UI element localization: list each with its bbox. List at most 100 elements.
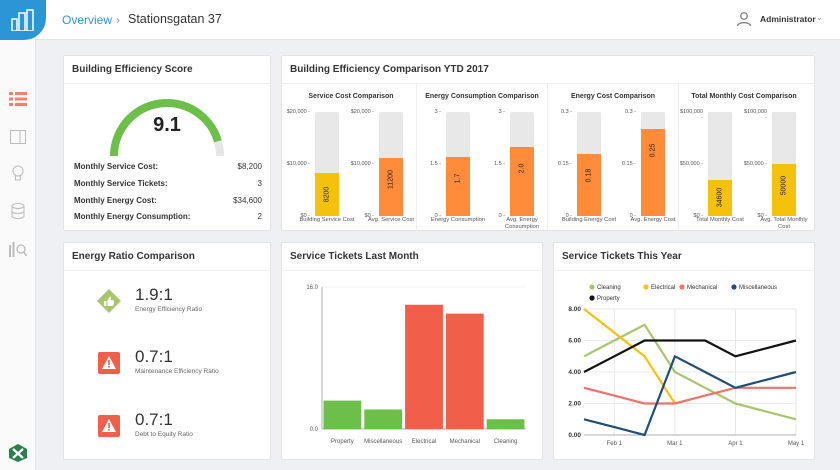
user-menu-name[interactable]: Administrator	[760, 14, 816, 24]
axis-tick-label: 1.5 -	[429, 161, 441, 167]
axis-tick-label: $20,000 -	[350, 109, 374, 115]
series-line[interactable]	[583, 308, 676, 405]
thumbs-up-icon	[97, 289, 121, 313]
app-logo[interactable]	[0, 0, 46, 40]
stat-label: Monthly Service Cost:	[74, 162, 159, 171]
axis-tick-label: 3 -	[498, 109, 505, 115]
axis-tick-label: 0 -	[498, 213, 505, 219]
x-tick-label: Feb 1	[607, 441, 623, 447]
stat-row: Monthly Energy Cost: $34,600	[74, 196, 262, 205]
axis-tick-label: $10,000 -	[286, 161, 310, 167]
ratio-label: Debt to Equity Ratio	[135, 431, 193, 438]
sidebar-report-search-icon[interactable]	[9, 240, 27, 258]
y-tick-label: 8.00	[568, 306, 581, 313]
bar-category-label: Avg. Service Cost	[368, 217, 414, 223]
ratio-label: Maintenance Efficiency Ratio	[135, 368, 219, 375]
axis-tick-label: 0 -	[434, 213, 441, 219]
ticket-bar[interactable]	[364, 409, 403, 429]
comparison-bar[interactable]	[708, 180, 732, 216]
axis-tick-label: 0.3 -	[560, 109, 572, 115]
gauge-fill	[110, 99, 222, 157]
axis-tick-label: $20,000 -	[286, 109, 310, 115]
divider	[64, 83, 270, 84]
legend-swatch	[679, 284, 685, 290]
sidebar-database-icon[interactable]	[9, 202, 27, 220]
efficiency-score-card: Building Efficiency Score 9.1 Monthly Se…	[63, 55, 271, 231]
breadcrumb-separator: ›	[116, 13, 120, 27]
x-category-label: Cleaning	[494, 439, 518, 445]
y-tick-label: 16.0	[306, 285, 318, 291]
ratio-value: 0.7:1	[135, 410, 173, 429]
comparison-bar[interactable]	[379, 157, 403, 216]
panel-title: Total Monthly Cost Comparison	[691, 93, 797, 100]
legend-swatch	[589, 284, 595, 290]
score-gauge	[110, 99, 224, 157]
ticket-bar[interactable]	[445, 313, 484, 429]
stat-value: 2	[257, 212, 262, 221]
bar-value-label: 2.0	[518, 163, 526, 174]
brand-cube-icon[interactable]	[8, 443, 28, 463]
warning-icon	[97, 414, 121, 438]
legend-swatch	[731, 284, 737, 290]
bar-category-label: Building Service Cost	[299, 217, 355, 223]
card-title: Building Efficiency Comparison YTD 2017	[290, 64, 489, 75]
axis-tick-label: 0.15 -	[621, 161, 636, 167]
sidebar-dashboard-icon[interactable]	[9, 90, 27, 108]
bar-category-label: Building Energy Cost	[561, 217, 617, 223]
divider	[554, 270, 814, 271]
bar-value-label: 34600	[716, 187, 724, 208]
ratio-label: Energy Efficiency Ratio	[135, 306, 203, 313]
comparison-bar[interactable]	[315, 173, 339, 216]
sidebar-lightbulb-icon[interactable]	[9, 164, 27, 182]
series-line[interactable]	[583, 355, 797, 437]
ratio-value: 0.7:1	[135, 347, 173, 366]
x-tick-label: Mar 1	[667, 441, 683, 447]
legend-label: Property	[597, 296, 620, 302]
chevron-down-icon[interactable]: ⌄	[816, 13, 823, 22]
tickets-bar-chart: 16.0 0.0 Property Miscellaneous Electrical Me…	[306, 285, 526, 445]
series-line[interactable]	[583, 386, 796, 405]
legend-label: Electrical	[651, 285, 675, 291]
axis-tick-label: 0 -	[629, 213, 636, 219]
ticket-bar[interactable]	[323, 400, 362, 429]
bar-category-label: Avg. Energy Cost	[630, 217, 676, 223]
axis-tick-label: $50,000 -	[743, 161, 767, 167]
card-title: Energy Ratio Comparison	[72, 251, 195, 262]
stat-value: $34,600	[233, 196, 262, 205]
comparison-bar[interactable]	[772, 164, 796, 216]
divider	[282, 83, 814, 84]
warning-icon	[97, 351, 121, 375]
axis-tick-label: $100,000 -	[744, 109, 767, 121]
bar-category-label: Avg. Total Monthly Cost	[760, 217, 808, 230]
x-tick-label: Apr 1	[728, 441, 743, 447]
comparison-bar[interactable]	[577, 153, 601, 216]
panel-separator	[678, 84, 679, 234]
ticket-bar[interactable]	[486, 419, 525, 429]
y-tick-label: 0.0	[310, 427, 319, 433]
comparison-bar[interactable]	[446, 157, 470, 216]
comparison-bar[interactable]	[510, 146, 534, 216]
breadcrumb-overview-link[interactable]: Overview	[62, 13, 113, 27]
stat-value: 3	[257, 179, 262, 188]
x-category-label: Electrical	[412, 439, 436, 445]
x-category-label: Miscellaneous	[364, 439, 402, 445]
divider	[64, 270, 270, 271]
card-title: Service Tickets Last Month	[290, 251, 419, 262]
sidebar-layout-icon[interactable]	[9, 128, 27, 146]
comparison-bar[interactable]	[641, 129, 665, 216]
y-tick-label: 6.00	[568, 338, 581, 345]
bar-value-label: 0.25	[649, 144, 657, 158]
y-tick-label: 2.00	[568, 401, 581, 408]
axis-tick-label: 1.5 -	[493, 161, 505, 167]
ticket-bar[interactable]	[405, 304, 443, 429]
bar-category-label: Energy Consumption	[430, 217, 486, 223]
series-line[interactable]	[583, 339, 797, 373]
axis-tick-label: $0 -	[364, 213, 374, 219]
panel-title: Energy Consumption Comparison	[425, 93, 539, 100]
axis-tick-label: $100,000 -	[680, 109, 703, 121]
stat-label: Monthly Energy Consumption:	[74, 212, 191, 221]
bar-value-label: 0.18	[585, 168, 593, 182]
sidebar	[0, 0, 46, 470]
axis-tick-label: 0.3 -	[624, 109, 636, 115]
user-icon[interactable]	[736, 11, 752, 27]
